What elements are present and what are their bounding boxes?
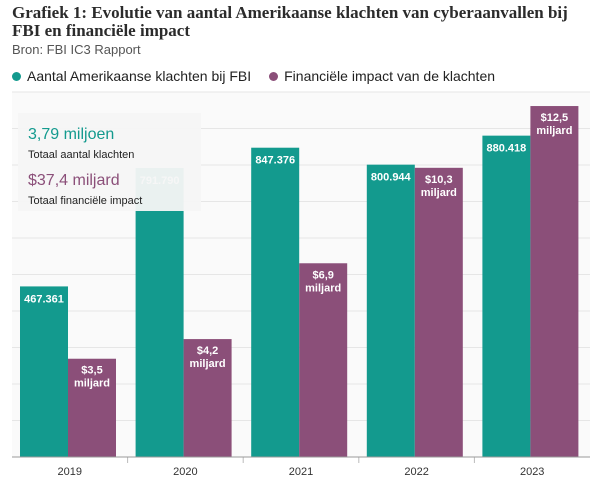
- data-label-impact-unit: miljard: [74, 378, 110, 390]
- data-label-impact-unit: miljard: [536, 125, 572, 137]
- chart-source: Bron: FBI IC3 Rapport: [12, 42, 141, 57]
- data-label-impact-unit: miljard: [190, 358, 226, 370]
- legend-swatch-complaints: [12, 71, 21, 81]
- data-label-complaints: 467.361: [24, 293, 64, 305]
- x-tick-label: 2023: [520, 466, 544, 478]
- bar-impact: [299, 263, 348, 457]
- bar-impact: [530, 106, 579, 458]
- legend-item-impact: Financiële impact van de klachten: [269, 68, 495, 84]
- data-label-impact-amount: $4,2: [197, 345, 218, 357]
- summary-box: [18, 113, 201, 211]
- bar-impact: [68, 358, 116, 457]
- data-label-impact-amount: $10,3: [425, 174, 453, 186]
- chart-title: Grafiek 1: Evolutie van aantal Amerikaan…: [12, 3, 568, 40]
- total-impact-label: Totaal financiële impact: [28, 195, 143, 207]
- total-complaints-label: Totaal aantal klachten: [28, 149, 135, 161]
- legend-item-complaints: Aantal Amerikaanse klachten bij FBI: [12, 68, 251, 84]
- bar-complaints: [482, 135, 531, 457]
- legend-swatch-impact: [269, 71, 279, 81]
- legend-label-complaints: Aantal Amerikaanse klachten bij FBI: [27, 68, 252, 84]
- total-impact-value: $37,4 miljard: [28, 172, 120, 189]
- bar-complaints: [20, 286, 68, 457]
- x-tick-label: 2021: [289, 466, 313, 478]
- bar-impact: [183, 339, 232, 457]
- data-label-impact-unit: miljard: [421, 187, 457, 199]
- x-tick-label: 2020: [173, 466, 197, 478]
- bar-complaints: [251, 147, 300, 457]
- legend-label-impact: Financiële impact van de klachten: [284, 68, 496, 84]
- data-label-complaints: 800.944: [371, 172, 412, 184]
- data-label-impact-amount: $3,5: [81, 365, 102, 377]
- bar-complaints: [366, 164, 415, 457]
- data-label-complaints: 880.418: [487, 143, 527, 155]
- bar-impact: [414, 167, 463, 458]
- data-label-impact-amount: $6,9: [312, 269, 333, 281]
- legend: Aantal Amerikaanse klachten bij FBI Fina…: [12, 68, 495, 84]
- data-label-complaints: 847.376: [255, 155, 295, 167]
- total-complaints-value: 3,79 miljoen: [28, 126, 115, 143]
- data-label-impact-unit: miljard: [305, 282, 341, 294]
- x-tick-label: 2022: [404, 466, 428, 478]
- bar-complaints: [135, 167, 184, 457]
- data-label-impact-amount: $12,5: [541, 112, 569, 124]
- x-tick-label: 2019: [58, 466, 82, 478]
